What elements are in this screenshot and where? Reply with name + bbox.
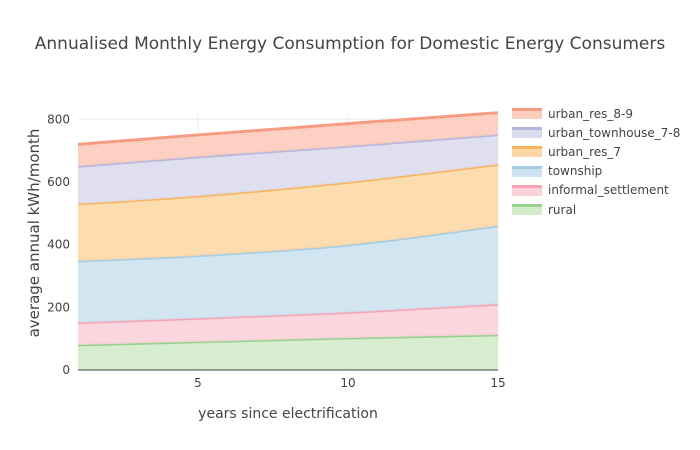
legend-item-urban_townhouse_7-8[interactable]: urban_townhouse_7-8 [512, 123, 680, 142]
x-tick-label: 15 [490, 376, 505, 390]
y-tick-label: 400 [47, 238, 70, 252]
area-fill-urban_res_8-9 [78, 112, 498, 167]
x-axis-label: years since electrification [198, 406, 378, 422]
legend-swatch [512, 146, 542, 158]
axes: 0 200 400 600 800 5 10 15 [47, 112, 506, 390]
y-tick-label: 800 [47, 112, 70, 126]
x-tick-label: 5 [194, 376, 202, 390]
area-fill-urban_townhouse_7-8 [78, 134, 498, 204]
legend-label: urban_res_8-9 [548, 106, 634, 121]
area-fill-township [78, 225, 498, 323]
y-axis-label: average annual kWh/month [25, 128, 43, 338]
legend-item-informal_settlement[interactable]: informal_settlement [512, 181, 680, 200]
legend-swatch [512, 108, 542, 120]
legend-item-township[interactable]: township [512, 162, 680, 181]
area-line-rural [77, 333, 499, 347]
legend-swatch [512, 184, 542, 196]
legend-label: rural [548, 202, 577, 217]
legend-label: urban_res_7 [548, 144, 622, 159]
area-line-urban_res_8-9 [77, 111, 499, 146]
legend-item-rural[interactable]: rural [512, 200, 680, 219]
legend-label: township [548, 164, 603, 179]
x-tick-label: 10 [340, 376, 355, 390]
legend-label: urban_townhouse_7-8 [548, 125, 681, 140]
legend-swatch [512, 204, 542, 216]
y-tick-label: 0 [62, 363, 70, 377]
legend-item-urban_res_7[interactable]: urban_res_7 [512, 142, 680, 161]
legend-label: informal_settlement [548, 183, 669, 198]
legend-item-urban_res_8-9[interactable]: urban_res_8-9 [512, 104, 680, 123]
chart-title: Annualised Monthly Energy Consumption fo… [34, 34, 666, 54]
area-fill-urban_res_7 [78, 164, 498, 261]
y-tick-label: 600 [47, 175, 70, 189]
legend-swatch [512, 165, 542, 177]
legend-swatch [512, 127, 542, 139]
area-fill-informal_settlement [78, 304, 498, 345]
y-tick-label: 200 [47, 300, 70, 314]
legend: urban_res_8-9 urban_townhouse_7-8 urban_re… [512, 104, 680, 219]
area-series [77, 111, 499, 370]
